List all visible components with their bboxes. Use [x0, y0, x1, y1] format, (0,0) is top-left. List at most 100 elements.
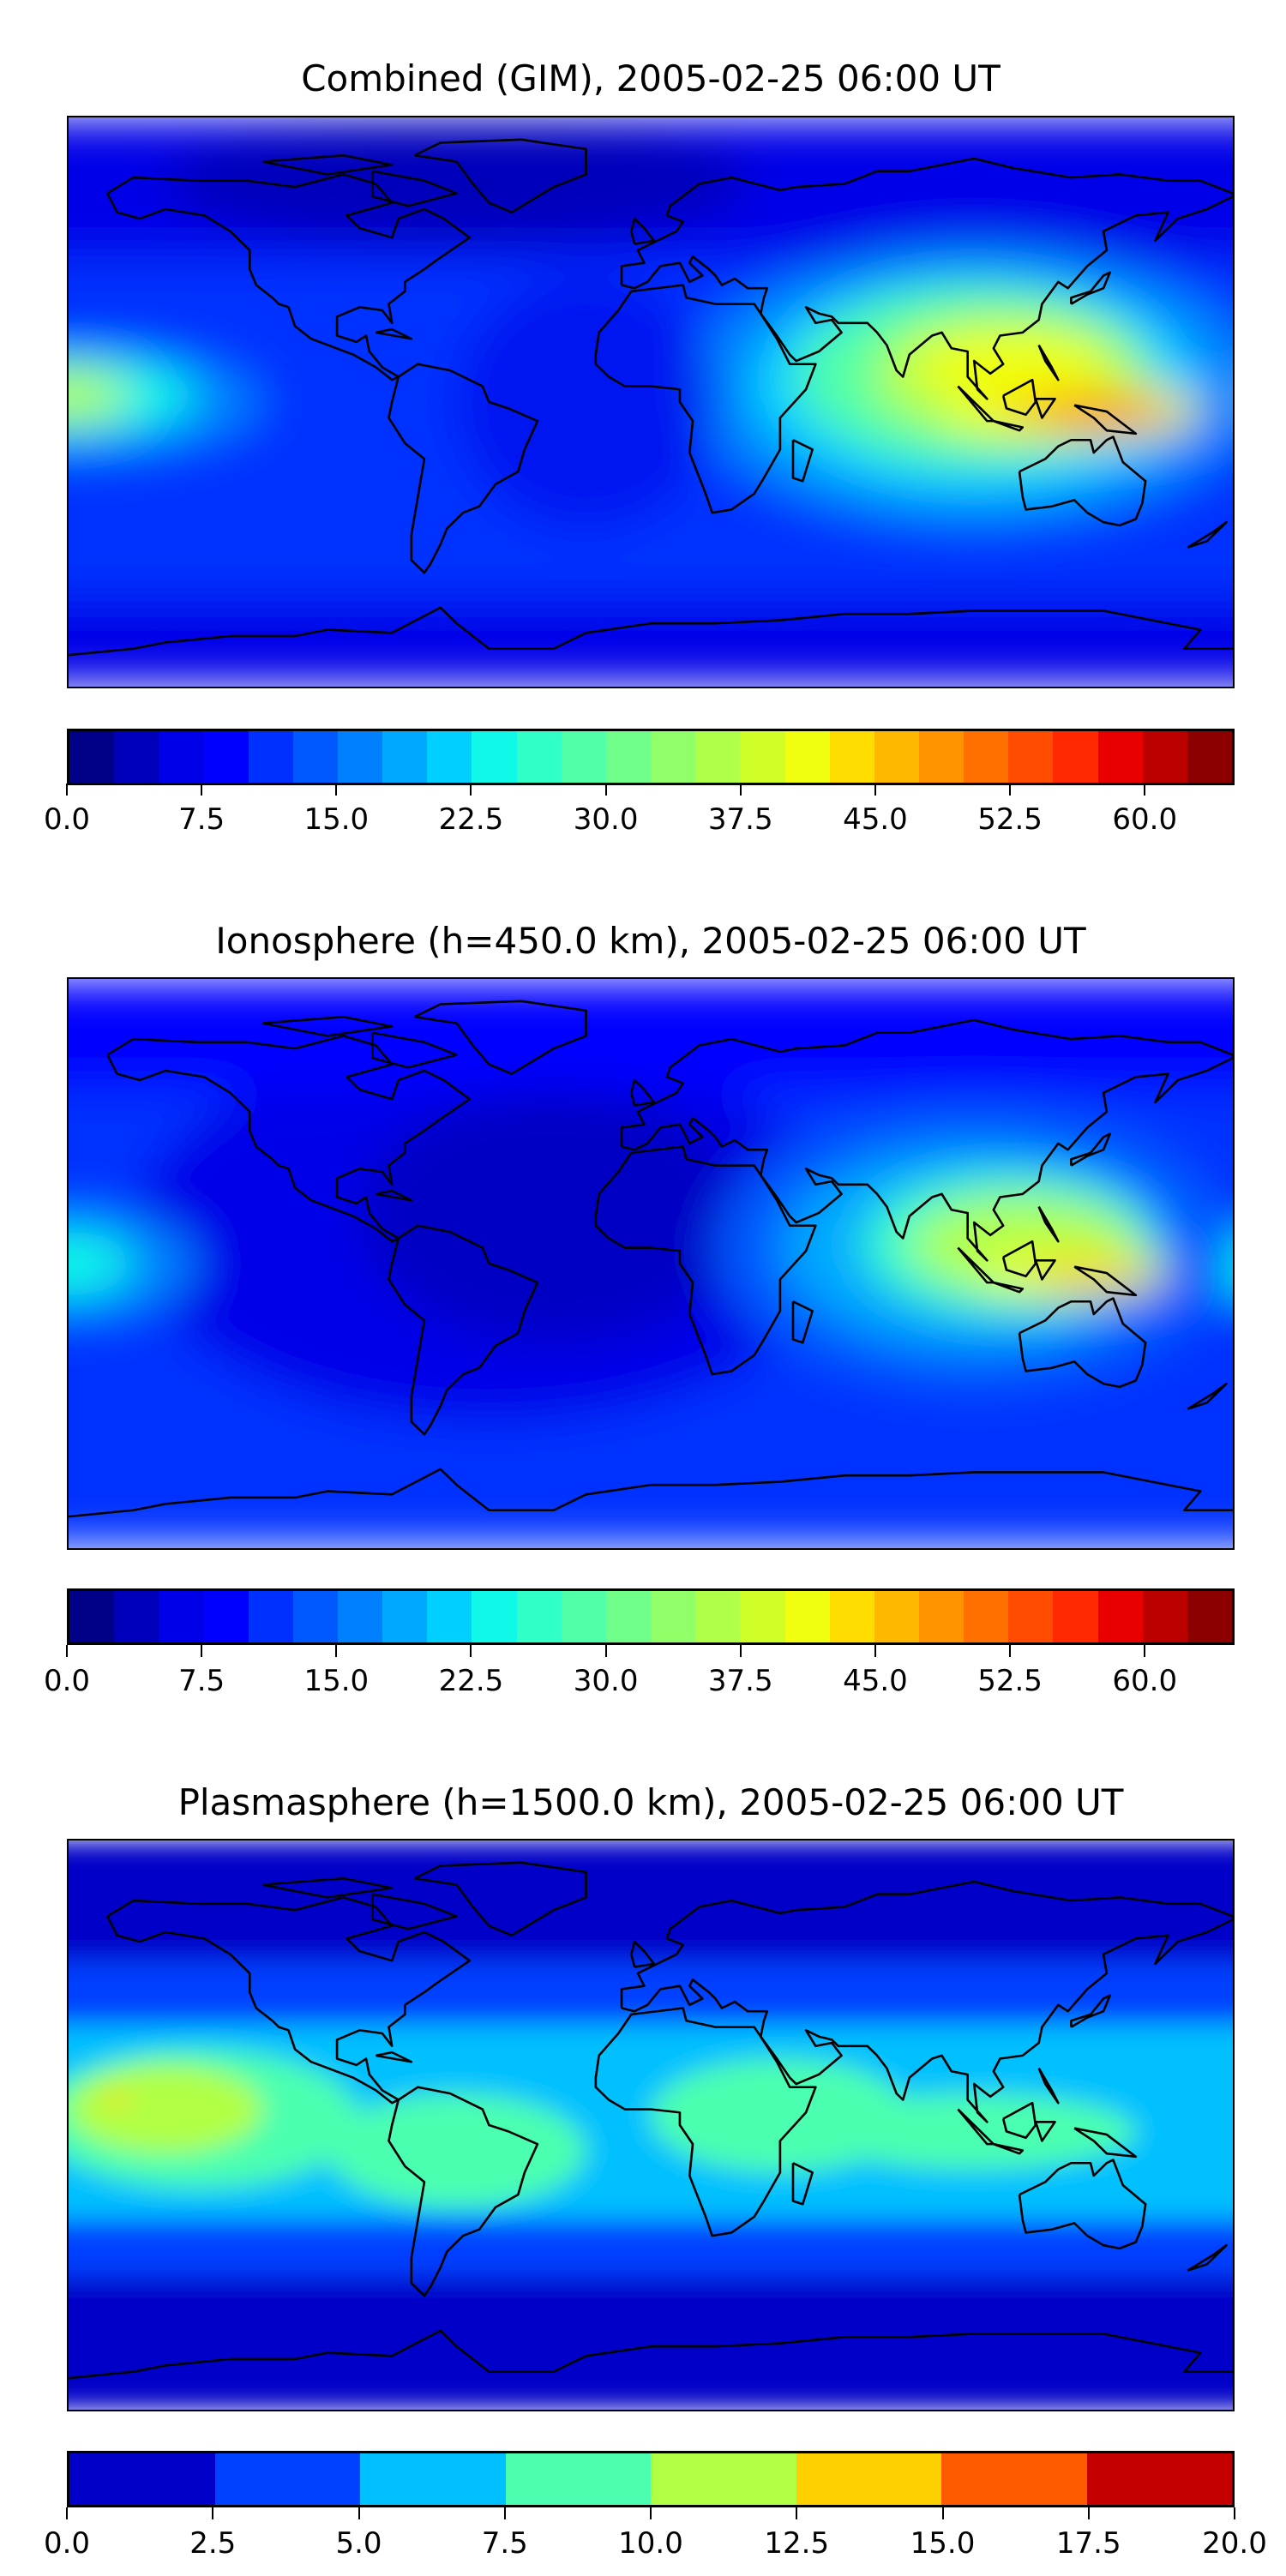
field-contour-band [69, 2277, 1233, 2410]
coastline [388, 2086, 539, 2297]
colorbar-tick-mark [941, 2507, 944, 2519]
colorbar-tick-mark [1144, 784, 1146, 796]
colorbar-segment [1187, 1591, 1233, 1642]
colorbar-tick-label: 52.5 [977, 1664, 1043, 1698]
colorbar-segment [337, 731, 383, 783]
colorbar-tick-label: 0.0 [43, 802, 91, 837]
coastlines [69, 138, 1233, 657]
colorbar-ticks-ionosphere: 0.0 7.5 15.0 22.5 30.0 37.5 45.0 52.5 60.0 [44, 1645, 1235, 1714]
coastline [1018, 435, 1147, 527]
field-contour-band [69, 1840, 1233, 1961]
map-svg-combined [69, 117, 1233, 687]
colorbar-tick-mark [470, 1645, 472, 1657]
colorbar-segment [1187, 731, 1233, 783]
colorbar-segment [605, 1591, 652, 1642]
coastline [1187, 1382, 1228, 1410]
colorbar-segment [1008, 1591, 1054, 1642]
colorbar-segment [561, 731, 606, 783]
colorbar-segment [360, 2453, 506, 2505]
colorbar-segment [1008, 731, 1054, 783]
colorbar-tick-label: 60.0 [1112, 1664, 1178, 1698]
coastline [1018, 2159, 1147, 2250]
colorbar-tick-mark [1087, 2507, 1090, 2519]
field-contour-region [327, 2093, 586, 2207]
colorbar-segment [1097, 1591, 1143, 1642]
coastline [957, 2108, 995, 2146]
colorbar-segment [114, 1591, 159, 1642]
coastline [630, 1078, 656, 1107]
colorbar-tick-mark [796, 2507, 798, 2519]
colorbar-segment [964, 1591, 1009, 1642]
colorbar-tick-label: 2.5 [189, 2526, 237, 2561]
field-contour-region [69, 1232, 134, 1295]
colorbar-segment [159, 731, 204, 783]
colorbar-segment [874, 1591, 919, 1642]
coastline [594, 1145, 817, 1376]
coastline [620, 1880, 1233, 2123]
colorbar-segment [427, 1591, 472, 1642]
coastline [1001, 1240, 1037, 1278]
colorbar-tick-label: 52.5 [977, 802, 1043, 837]
colorbar-tick-mark [1144, 1645, 1146, 1657]
coastline [414, 1000, 587, 1075]
colorbar-tick-label: 45.0 [843, 1664, 908, 1698]
colorbar-segment [874, 731, 919, 783]
colorbar-tick-mark [604, 1645, 607, 1657]
colorbar-segment [784, 731, 830, 783]
panel-title-ionosphere: Ionosphere (h=450.0 km), 2005-02-25 06:0… [215, 920, 1086, 962]
colorbar-segment [382, 731, 428, 783]
colorbar-segment [829, 1591, 874, 1642]
colorbar-tick-mark [201, 784, 203, 796]
coastline [1073, 404, 1138, 435]
colorbar-segment [796, 2453, 941, 2505]
colorbar-segment [159, 1591, 204, 1642]
colorbar-segment [918, 1591, 964, 1642]
coastline [262, 1876, 394, 1899]
colorbar-tick-label: 45.0 [843, 802, 908, 837]
coastline [388, 1224, 539, 1436]
field-contour-region [1045, 402, 1163, 428]
coastline [388, 363, 539, 574]
coastline [791, 1300, 814, 1344]
colorbar-segment [516, 1591, 562, 1642]
coastline [1001, 2101, 1037, 2140]
colorbar-tick-label: 7.5 [481, 2526, 528, 2561]
colorbar-tick-mark [66, 1645, 68, 1657]
colorbar-tick-mark [604, 784, 607, 796]
colorbar-segment [740, 731, 785, 783]
coastline [371, 170, 458, 207]
coastline [414, 1861, 587, 1937]
coastline [993, 2142, 1025, 2155]
colorbar-tick-mark [739, 1645, 742, 1657]
colorbar-ionosphere [67, 1588, 1235, 1645]
colorbar-segment [1142, 1591, 1187, 1642]
coastline [791, 439, 814, 483]
colorbar-tick-mark [358, 2507, 360, 2519]
coastline [1034, 2121, 1056, 2142]
colorbar-tick-mark [201, 1645, 203, 1657]
colorbar-segment [248, 731, 293, 783]
colorbar-tick-label: 5.0 [335, 2526, 382, 2561]
map-svg-ionosphere [69, 979, 1233, 1548]
colorbar-segment [427, 731, 472, 783]
coastline [791, 2162, 814, 2206]
colorbar-segment [114, 731, 159, 783]
field-contour-region [69, 370, 127, 422]
panel-title-combined: Combined (GIM), 2005-02-25 06:00 UT [301, 57, 1001, 99]
colorbar-tick-label: 7.5 [178, 1664, 225, 1698]
colorbar-tick-label: 22.5 [438, 802, 504, 837]
coastline [1070, 271, 1111, 305]
coastline [957, 385, 995, 423]
field-contour-band [69, 979, 1233, 1090]
colorbar-tick-mark [874, 784, 876, 796]
coastlines [69, 1861, 1233, 2380]
coastline [1001, 378, 1037, 417]
coastline [371, 1893, 458, 1930]
field-contour-region [69, 2064, 263, 2154]
field-layer [69, 1840, 1233, 2410]
coastline [957, 1246, 995, 1284]
colorbar-segment [1142, 731, 1187, 783]
field-contour-region [909, 332, 1104, 396]
map-svg-plasmasphere [69, 1840, 1233, 2410]
colorbar-tick-label: 12.5 [764, 2526, 830, 2561]
